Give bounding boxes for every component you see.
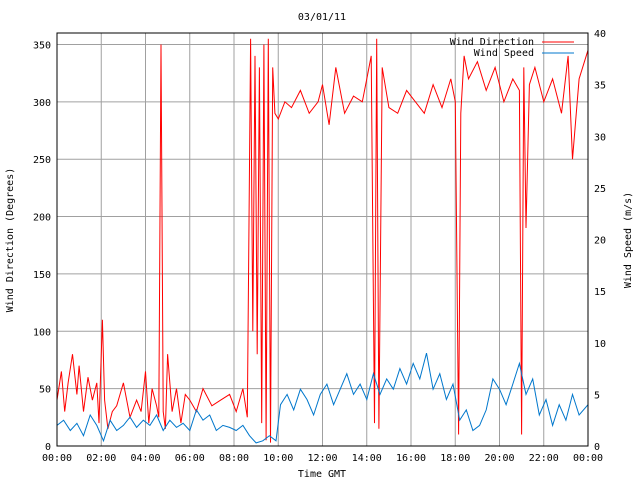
y-left-tick-label: 50 xyxy=(39,385,51,396)
x-axis-ticks: 00:00 02:00 04:00 06:00 08:00 10:00 12:00 14:00… xyxy=(42,453,603,464)
x-axis-label: Time GMT xyxy=(298,469,346,480)
y-left-tick-label: 250 xyxy=(33,155,51,166)
x-tick-label: 00:00 xyxy=(573,453,603,464)
x-tick-label: 10:00 xyxy=(263,453,293,464)
x-tick-label: 22:00 xyxy=(529,453,559,464)
y-left-tick-label: 200 xyxy=(33,213,51,224)
y-axis-left-ticks: 0 50 100 150 200 250 300 350 xyxy=(33,40,51,453)
x-tick-label: 20:00 xyxy=(484,453,514,464)
x-tick-label: 16:00 xyxy=(396,453,426,464)
x-tick-label: 02:00 xyxy=(86,453,116,464)
x-tick-label: 12:00 xyxy=(307,453,337,464)
series-line-wind-speed xyxy=(56,352,589,444)
y-right-tick-label: 30 xyxy=(594,132,606,143)
x-tick-label: 04:00 xyxy=(130,453,160,464)
y-right-tick-label: 10 xyxy=(594,339,606,350)
y-right-tick-label: 20 xyxy=(594,236,606,247)
legend-label-wind-direction: Wind Direction xyxy=(450,37,534,48)
y-right-tick-label: 15 xyxy=(594,287,606,298)
x-tick-label: 14:00 xyxy=(352,453,382,464)
x-tick-label: 08:00 xyxy=(219,453,249,464)
plot-frame xyxy=(56,32,589,447)
y-left-tick-label: 100 xyxy=(33,327,51,338)
y-left-tick-label: 150 xyxy=(33,270,51,281)
y-right-tick-label: 40 xyxy=(594,29,606,40)
x-tick-label: 06:00 xyxy=(175,453,205,464)
legend-label-wind-speed: Wind Speed xyxy=(474,48,534,59)
y-right-tick-label: 0 xyxy=(594,442,600,453)
y-left-tick-label: 0 xyxy=(45,442,51,453)
series-layer xyxy=(56,38,589,444)
y-axis-left-label: Wind Direction (Degrees) xyxy=(5,168,16,313)
x-tick-label: 00:00 xyxy=(42,453,72,464)
chart-title: 03/01/11 xyxy=(298,12,346,23)
y-axis-right-ticks: 0 5 10 15 20 25 30 35 40 xyxy=(594,29,606,453)
series-line-wind-direction xyxy=(56,38,589,443)
y-right-tick-label: 25 xyxy=(594,184,606,195)
y-left-tick-label: 350 xyxy=(33,40,51,51)
y-left-tick-label: 300 xyxy=(33,98,51,109)
y-axis-right-label: Wind Speed (m/s) xyxy=(623,192,634,288)
y-right-tick-label: 35 xyxy=(594,81,606,92)
x-tick-label: 18:00 xyxy=(440,453,470,464)
legend: Wind Direction Wind Speed xyxy=(450,37,574,59)
y-right-tick-label: 5 xyxy=(594,390,600,401)
